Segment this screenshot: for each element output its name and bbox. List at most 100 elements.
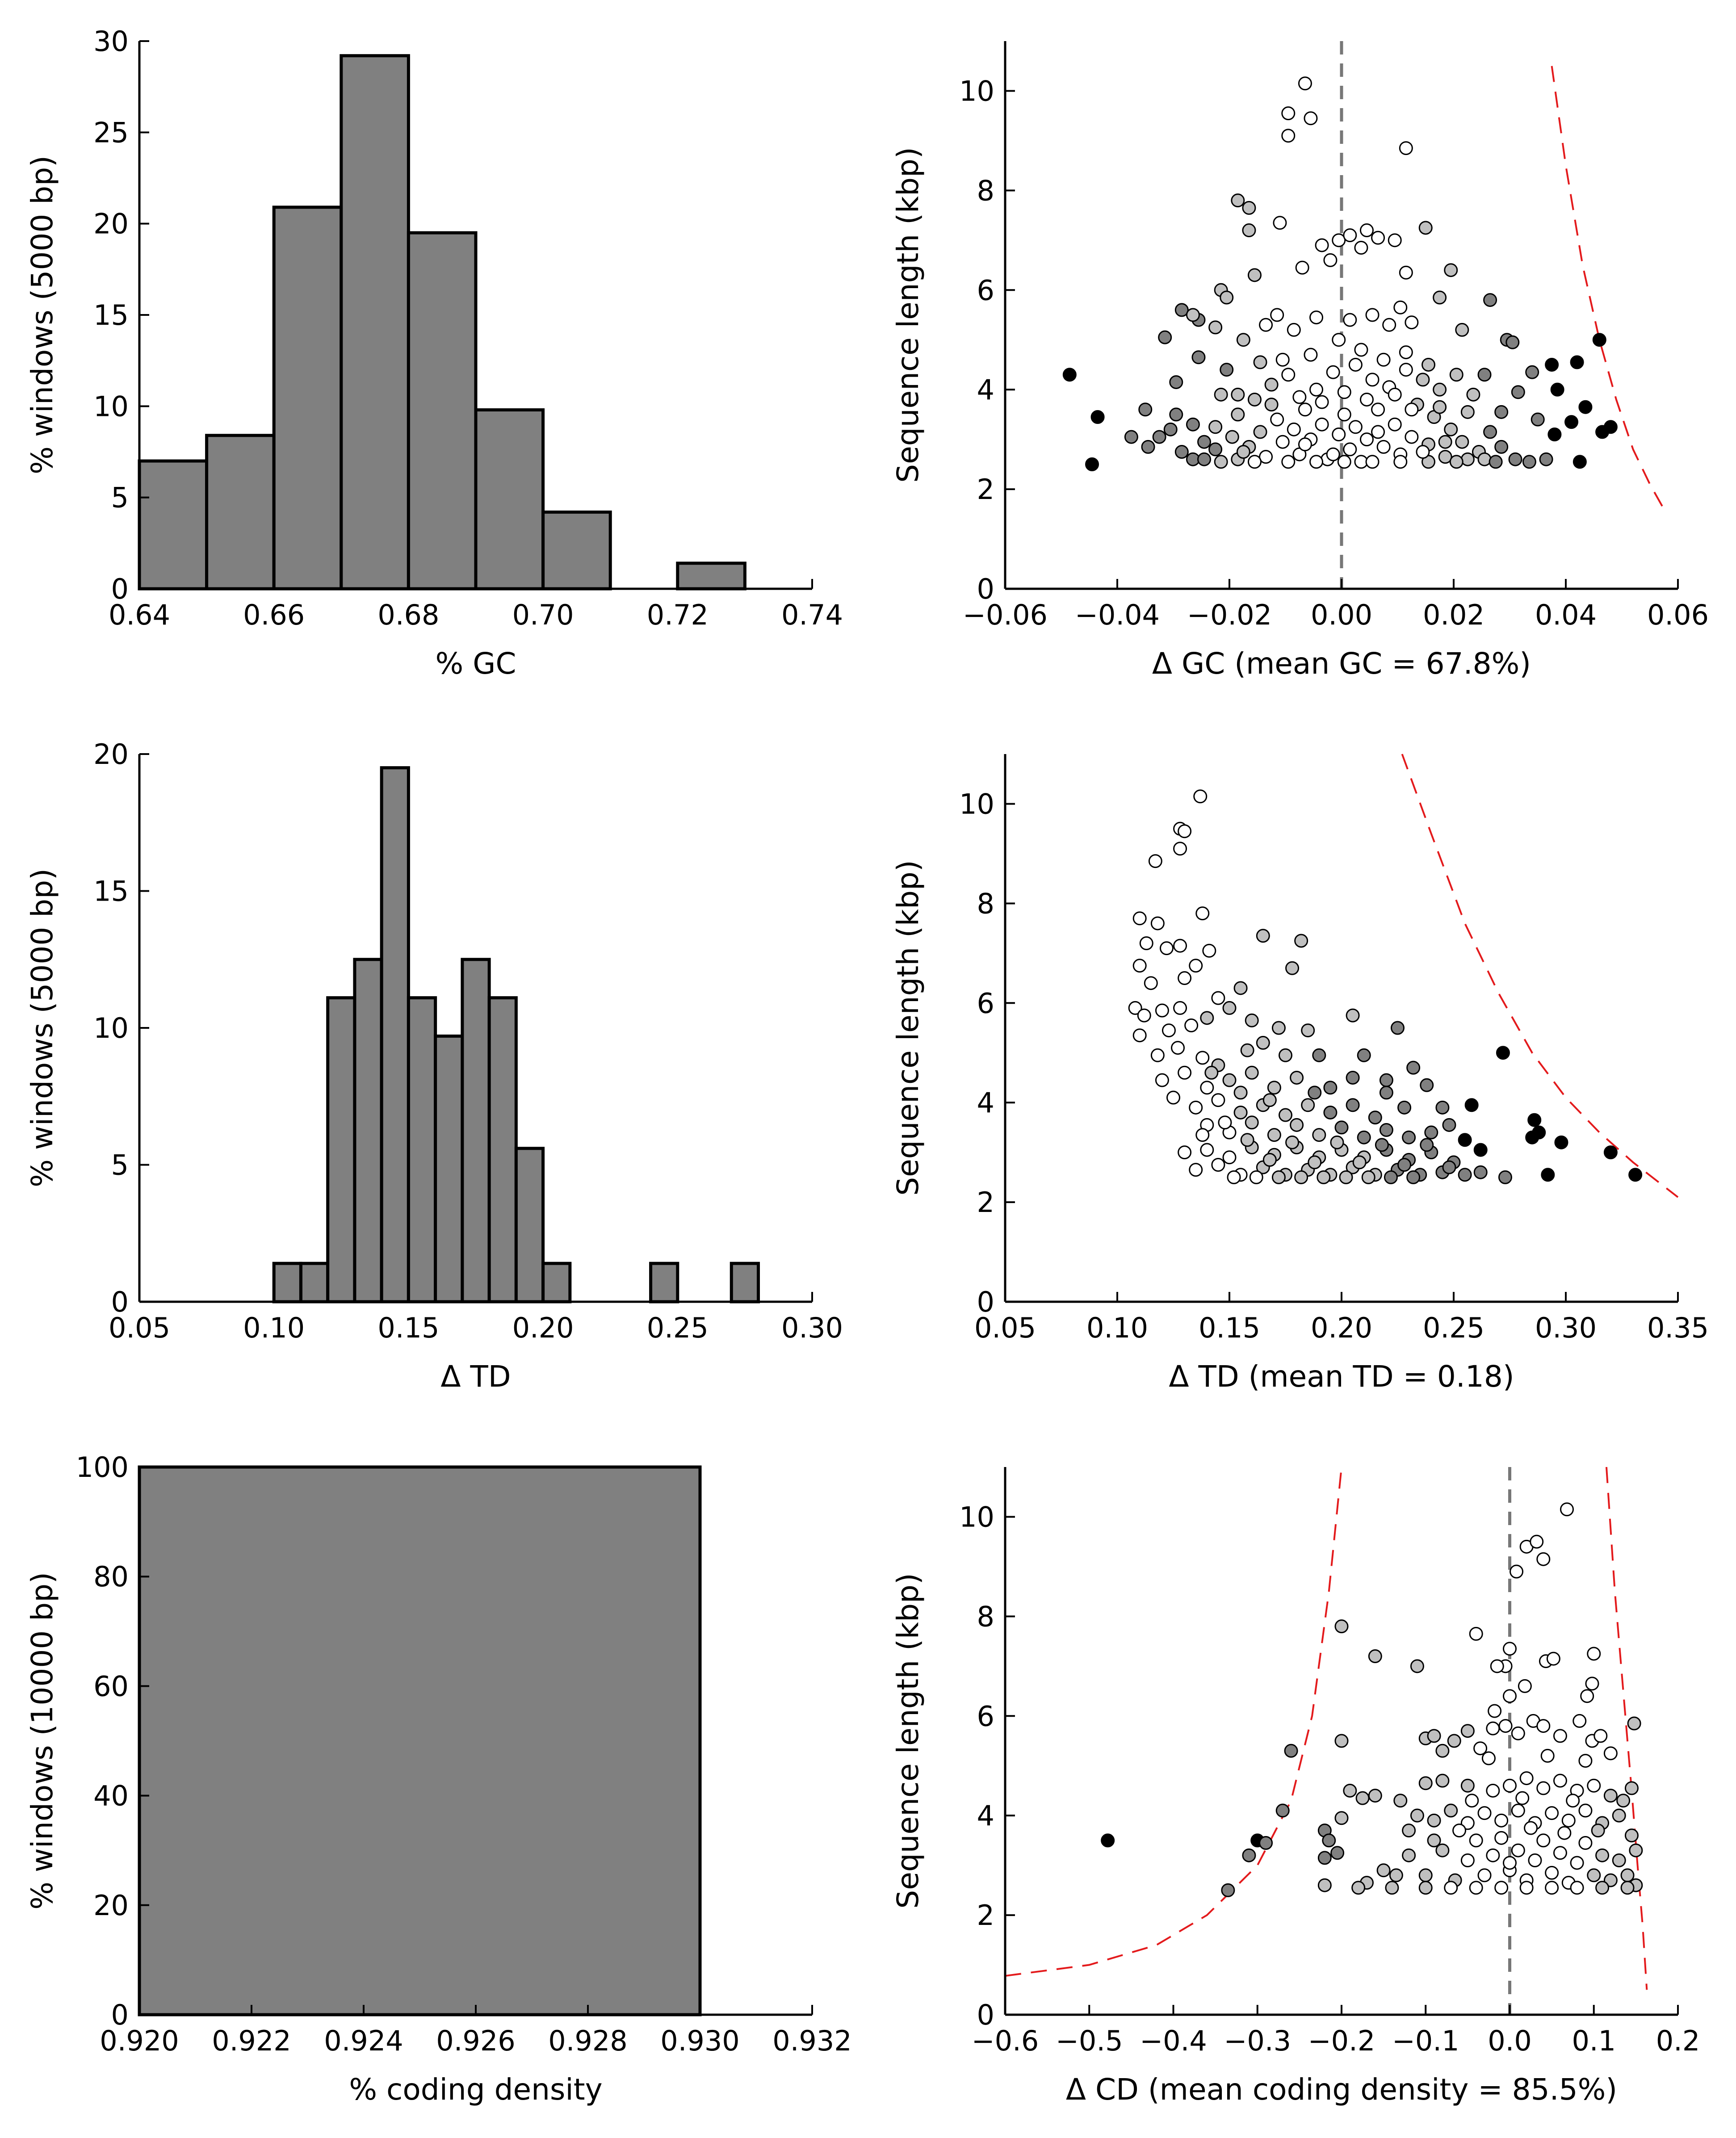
scatter-point	[1343, 313, 1357, 327]
scatter-point	[1624, 1781, 1639, 1795]
x-tick-label: 0.25	[647, 1312, 709, 1344]
scatter-point	[1384, 1170, 1398, 1184]
scatter-point	[1163, 422, 1178, 436]
x-tick-label: 0.1	[1572, 2025, 1616, 2057]
scatter-point	[1452, 1824, 1467, 1838]
x-tick-label: 0.928	[548, 2025, 628, 2057]
scatter-point	[1197, 435, 1212, 449]
y-tick-label: 10	[93, 1012, 129, 1044]
scatter-point	[1527, 1113, 1542, 1127]
scatter-point	[1281, 368, 1296, 382]
scatter-point	[1312, 1048, 1326, 1062]
scatter-point	[1587, 1778, 1601, 1793]
scatter-point	[1304, 348, 1318, 362]
scatter-point	[1553, 1773, 1567, 1788]
scatter-point	[1435, 1843, 1450, 1857]
x-tick-label: 0.932	[772, 2025, 852, 2057]
scatter-point	[1150, 916, 1165, 931]
scatter-point	[1159, 941, 1174, 956]
scatter-point	[1132, 959, 1147, 973]
scatter-point	[1505, 335, 1520, 349]
scatter-point	[1365, 455, 1380, 469]
scatter-point	[1309, 310, 1324, 325]
scatter-point	[1536, 1833, 1551, 1848]
scatter-point	[1323, 1081, 1338, 1095]
scatter-point	[1368, 1789, 1382, 1803]
histogram-bar	[353, 958, 383, 1304]
scatter-point	[1466, 387, 1480, 402]
scatter-point	[1222, 1073, 1237, 1087]
scatter-point	[1233, 1105, 1248, 1119]
histogram-bar	[407, 231, 478, 591]
scatter-point	[1330, 1846, 1345, 1860]
scatter-point	[1545, 357, 1559, 372]
scatter-point	[1214, 387, 1228, 402]
scatter-point	[1494, 1813, 1509, 1828]
scatter-point	[1317, 1878, 1332, 1892]
scatter-point	[1371, 425, 1385, 439]
gc-histogram-panel: 0.64 0.66 0.68 0.70 0.72 0.74 0 5 10 15 20 25 30 % GC…	[25, 25, 843, 681]
scatter-point	[1536, 1719, 1551, 1733]
scatter-point	[1612, 1808, 1626, 1823]
x-tick-label: 0.10	[1086, 1312, 1148, 1344]
y-tick-label: 0	[111, 1286, 129, 1318]
y-tick-label: 0	[111, 573, 129, 605]
scatter-point	[1455, 435, 1469, 449]
scatter-point	[1323, 253, 1338, 267]
scatter-point	[1427, 1729, 1441, 1743]
scatter-point	[1337, 407, 1351, 422]
x-tick-label: 0.04	[1535, 599, 1597, 631]
y-tick-label: 4	[977, 1086, 994, 1119]
scatter-point	[1359, 432, 1374, 447]
scatter-point	[1365, 373, 1380, 387]
scatter-point	[1473, 1165, 1488, 1179]
scatter-point	[1221, 1883, 1235, 1897]
scatter-point	[1290, 1118, 1304, 1132]
scatter-point	[1351, 1881, 1366, 1895]
y-tick-label: 8	[977, 887, 994, 920]
scatter-point	[1343, 442, 1357, 457]
td-histogram-panel: 0.05 0.10 0.15 0.20 0.25 0.30 0 5 10 15 20 Δ TD % wi…	[25, 738, 843, 1394]
scatter-point	[1391, 1021, 1405, 1035]
scatter-point	[1368, 1111, 1382, 1125]
scatter-point	[1304, 111, 1318, 126]
scatter-point	[1308, 1155, 1322, 1170]
scatter-point	[1322, 1833, 1336, 1848]
scatter-point	[1427, 1813, 1441, 1828]
scatter-point	[1483, 293, 1497, 307]
scatter-point	[1515, 1791, 1530, 1805]
scatter-point	[1477, 1868, 1492, 1882]
scatter-point	[1284, 1744, 1298, 1758]
x-axis-label: % coding density	[349, 2072, 602, 2107]
scatter-point	[1418, 1881, 1433, 1895]
scatter-point	[1460, 1778, 1475, 1793]
scatter-point	[1200, 1011, 1214, 1025]
scatter-point	[1247, 455, 1262, 469]
scatter-point	[1275, 352, 1290, 367]
histogram-bar	[474, 408, 545, 591]
scatter-point	[1337, 385, 1351, 399]
scatter-point	[1273, 216, 1287, 230]
scatter-point	[1433, 400, 1447, 414]
scatter-point	[1494, 440, 1509, 454]
scatter-point	[1139, 936, 1153, 951]
scatter-point	[1208, 442, 1223, 457]
scatter-point	[1405, 315, 1419, 330]
scatter-point	[1433, 290, 1447, 305]
scatter-point	[1498, 1170, 1512, 1184]
scatter-point	[1477, 368, 1492, 382]
scatter-point	[1528, 1853, 1542, 1867]
scatter-point	[1178, 1065, 1192, 1080]
y-tick-label: 15	[93, 875, 129, 908]
scatter-point	[1281, 455, 1296, 469]
scatter-point	[1564, 415, 1579, 429]
scatter-point	[1287, 422, 1301, 436]
scatter-point	[1227, 1170, 1241, 1184]
y-tick-label: 100	[76, 1451, 129, 1484]
scatter-point	[1444, 422, 1458, 436]
scatter-point	[1290, 1070, 1304, 1085]
y-tick-label: 8	[977, 174, 994, 207]
histogram-bar	[272, 1262, 302, 1304]
scatter-point	[1473, 1143, 1488, 1157]
scatter-point	[1359, 392, 1374, 407]
